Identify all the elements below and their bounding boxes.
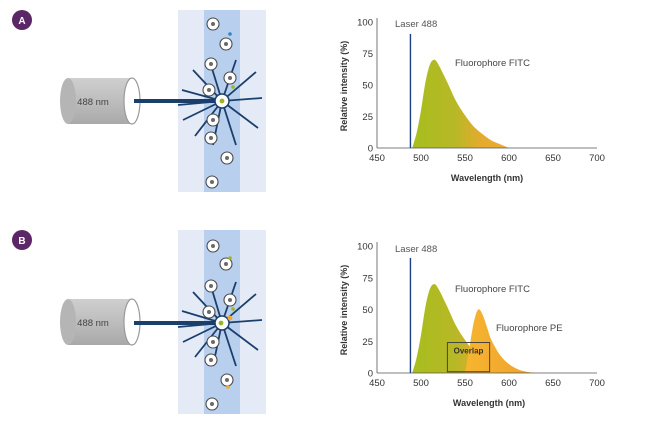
- overlap-box: [446, 342, 491, 373]
- cell-nuclei: [207, 244, 232, 406]
- x-axis-title: Wavelength (nm): [453, 398, 525, 408]
- y-tick-label: 100: [357, 242, 373, 253]
- series-area-fitc: [412, 284, 509, 373]
- y-tick-label: 0: [368, 144, 373, 155]
- y-tick-label: 75: [362, 49, 373, 60]
- marker-dot: [228, 32, 232, 36]
- y-tick-label: 50: [362, 81, 373, 92]
- overlap-label: Overlap: [454, 347, 484, 356]
- x-tick-label: 500: [413, 153, 429, 164]
- y-tick-label: 50: [362, 305, 373, 316]
- series-area-fitc: [412, 59, 509, 148]
- badge-b-label: B: [18, 236, 25, 247]
- badge-a-label: A: [18, 16, 25, 27]
- laser-source: [60, 298, 141, 346]
- panel-a: A 488 nm: [12, 10, 605, 192]
- laser-source: [60, 77, 141, 125]
- cells: [202, 239, 237, 411]
- laser-source-label: 488 nm: [77, 97, 109, 108]
- fluorophore-dot-pe: [227, 315, 233, 321]
- y-tick-label: 25: [362, 337, 373, 348]
- y-tick-label: 25: [362, 112, 373, 123]
- x-tick-label: 700: [589, 378, 605, 389]
- spectrum-chart-b: 450 500 550 600 650 700 0 25 50 75 100 Laser 488 F…: [339, 242, 605, 409]
- y-tick-label: 0: [368, 369, 373, 380]
- marker-dot: [231, 307, 235, 311]
- x-tick-label: 550: [457, 378, 473, 389]
- laser-line-label: Laser 488: [395, 19, 437, 30]
- x-tick-label: 600: [501, 153, 517, 164]
- panel-b: B 488 nm: [12, 230, 605, 414]
- x-tick-label: 450: [369, 378, 385, 389]
- x-tick-label: 650: [545, 153, 561, 164]
- x-tick-label: 450: [369, 153, 385, 164]
- fitc-label: Fluorophore FITC: [455, 58, 530, 69]
- laser-source-label: 488 nm: [77, 318, 109, 329]
- y-axis-title: Relative intensity (%): [339, 265, 349, 356]
- x-tick-label: 700: [589, 153, 605, 164]
- x-tick-label: 500: [413, 378, 429, 389]
- fitc-label: Fluorophore FITC: [455, 284, 530, 295]
- cell-nuclei: [207, 22, 232, 184]
- y-axis-title: Relative intensity (%): [339, 41, 349, 132]
- marker-dot: [226, 385, 230, 389]
- marker-dot: [231, 85, 235, 89]
- y-tick-label: 75: [362, 273, 373, 284]
- fluorophore-dot-fitc: [219, 98, 225, 104]
- x-tick-label: 550: [457, 153, 473, 164]
- series-area-pe: [465, 309, 536, 373]
- fluorophore-dot-fitc: [218, 320, 224, 326]
- spectrum-chart-a: 450 500 550 600 650 700 0 25 50 75 100 Laser 488 F…: [339, 18, 605, 184]
- x-tick-label: 650: [545, 378, 561, 389]
- badge-a: [12, 10, 32, 30]
- x-tick-label: 600: [501, 378, 517, 389]
- badge-b: [12, 230, 32, 250]
- y-tick-label: 100: [357, 18, 373, 29]
- pe-label: Fluorophore PE: [496, 323, 563, 334]
- marker-dot: [228, 256, 232, 260]
- x-axis-title: Wavelength (nm): [451, 173, 523, 183]
- laser-line-label: Laser 488: [395, 244, 437, 255]
